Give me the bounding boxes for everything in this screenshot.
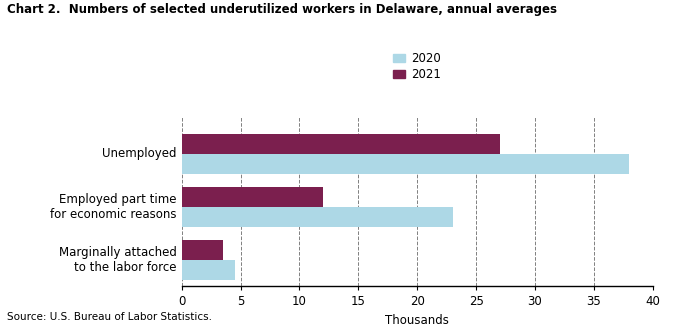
Text: Chart 2.  Numbers of selected underutilized workers in Delaware, annual averages: Chart 2. Numbers of selected underutiliz… (7, 3, 557, 16)
Text: Source: U.S. Bureau of Labor Statistics.: Source: U.S. Bureau of Labor Statistics. (7, 312, 212, 322)
X-axis label: Thousands: Thousands (386, 314, 449, 325)
Bar (182, 187, 323, 207)
Bar (182, 240, 223, 260)
Bar (182, 134, 499, 154)
Bar (182, 260, 235, 280)
Bar (182, 207, 452, 227)
Legend: 2020, 2021: 2020, 2021 (394, 52, 441, 82)
Bar (182, 154, 629, 174)
